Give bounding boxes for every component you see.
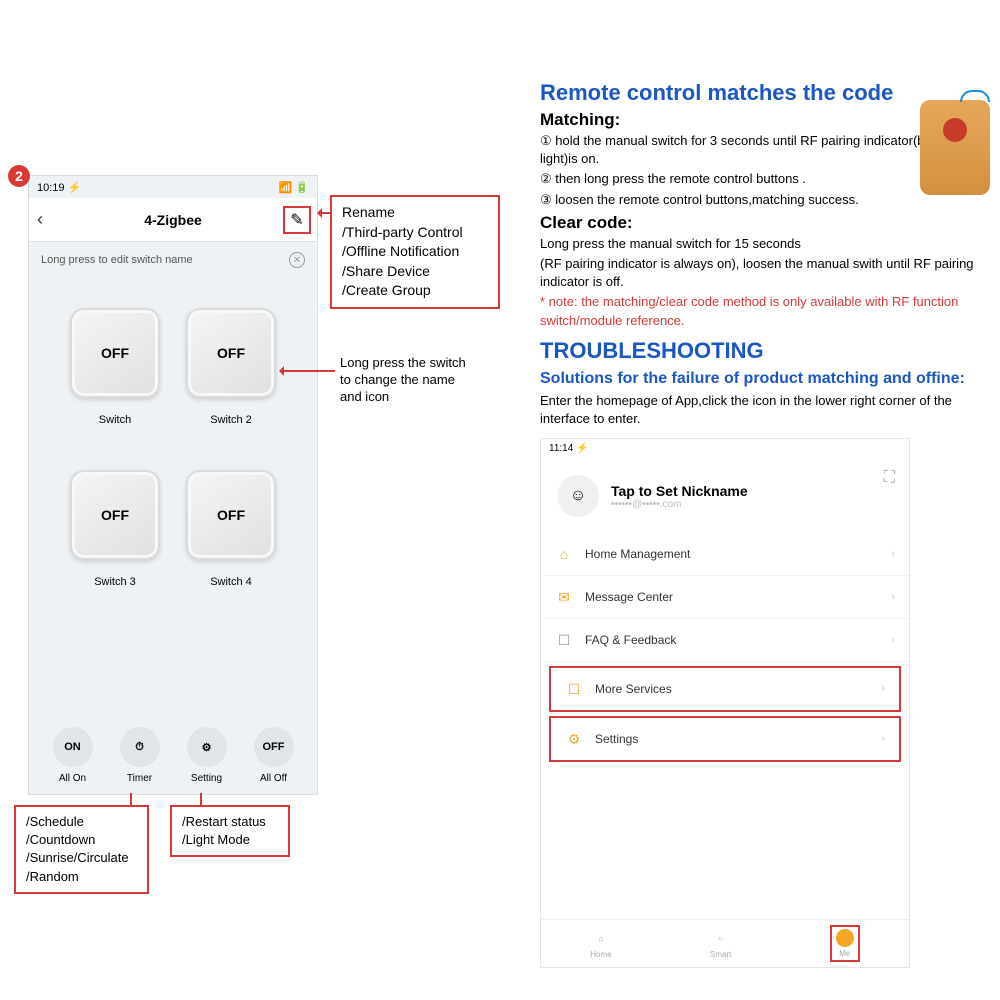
callout-pencil: Rename /Third-party Control /Offline Not…: [330, 195, 500, 309]
all-off-icon: OFF: [254, 727, 294, 767]
back-icon[interactable]: ‹: [37, 209, 43, 230]
note-text: * note: the matching/clear code method i…: [540, 293, 980, 329]
switch-3-label: Switch 3: [94, 572, 136, 588]
switch-1-label: Switch: [99, 410, 131, 426]
setting-icon: ⚙: [187, 727, 227, 767]
all-off-action[interactable]: OFF All Off: [254, 727, 294, 784]
menu-item-label: Settings: [595, 732, 638, 746]
chevron-right-icon: ›: [881, 683, 885, 695]
setting-action[interactable]: ⚙ Setting: [187, 727, 227, 784]
nickname-label: Tap to Set Nickname: [611, 483, 748, 499]
timer-icon: ⏱: [120, 727, 160, 767]
me-icon: [836, 929, 854, 947]
switch-3-button[interactable]: OFF: [70, 470, 160, 560]
matching-step-3: ③ loosen the remote control buttons,matc…: [540, 191, 980, 209]
arrow-switch: [280, 370, 335, 372]
clear-line-2: (RF pairing indicator is always on), loo…: [540, 255, 980, 291]
all-off-label: All Off: [260, 773, 287, 784]
matching-heading: Matching:: [540, 110, 980, 130]
phone-mockup-1: 10:19 ⚡ 📶 🔋 ‹ 4-Zigbee ✎ Long press to e…: [28, 175, 318, 795]
bottom-actions: ON All On ⏱ Timer ⚙ Setting OFF All Off: [29, 727, 317, 784]
menu-item-icon: ☐: [555, 631, 573, 649]
close-icon[interactable]: ✕: [289, 252, 305, 268]
switch-4-button[interactable]: OFF: [186, 470, 276, 560]
chevron-right-icon: ›: [881, 733, 885, 745]
email-label: ••••••@•••••.com: [611, 499, 748, 510]
menu-item-icon: ✉: [555, 588, 573, 606]
all-on-icon: ON: [53, 727, 93, 767]
scan-icon[interactable]: ⛶: [884, 469, 895, 487]
menu-item-0[interactable]: ⌂ Home Management ›: [541, 533, 909, 576]
timer-label: Timer: [127, 773, 152, 784]
callout-timer: /Schedule /Countdown /Sunrise/Circulate …: [14, 805, 149, 894]
phone-subheader: Long press to edit switch name ✕: [29, 242, 317, 278]
phone-header: ‹ 4-Zigbee ✎: [29, 198, 317, 242]
setting-label: Setting: [191, 773, 222, 784]
menu-item-label: More Services: [595, 682, 672, 696]
left-column: 2 10:19 ⚡ 📶 🔋 ‹ 4-Zigbee ✎ Long press to…: [0, 80, 520, 968]
troubleshoot-sub: Solutions for the failure of product mat…: [540, 368, 980, 390]
menu-item-icon: ⚙: [565, 730, 583, 748]
tab-me[interactable]: Me: [830, 925, 860, 962]
troubleshoot-body: Enter the homepage of App,click the icon…: [540, 392, 980, 428]
menu-list: ⌂ Home Management › ✉ Message Center › ☐ FAQ & …: [541, 533, 909, 762]
phone-mockup-2: 11:14 ⚡ ⛶ ☺ Tap to Set Nickname ••••••@•…: [540, 438, 910, 968]
phone-title: 4-Zigbee: [29, 212, 317, 228]
remote-title: Remote control matches the code: [540, 80, 980, 106]
menu-item-icon: ⌂: [555, 545, 573, 563]
home-icon: ⌂: [591, 928, 611, 948]
avatar-icon: ☺: [557, 475, 599, 517]
clear-heading: Clear code:: [540, 213, 980, 233]
smart-icon: ○: [711, 928, 731, 948]
page-container: 2 10:19 ⚡ 📶 🔋 ‹ 4-Zigbee ✎ Long press to…: [0, 0, 1000, 968]
menu-item-label: FAQ & Feedback: [585, 633, 676, 647]
remote-image: [920, 100, 990, 195]
switch-2-button[interactable]: OFF: [186, 308, 276, 398]
pencil-icon: ✎: [290, 210, 303, 230]
menu-item-4[interactable]: ⚙ Settings ›: [549, 716, 901, 762]
menu-item-2[interactable]: ☐ FAQ & Feedback ›: [541, 619, 909, 662]
profile-row[interactable]: ☺ Tap to Set Nickname ••••••@•••••.com: [541, 459, 909, 533]
switch-4-label: Switch 4: [210, 572, 252, 588]
line-timer: [130, 793, 132, 807]
switch-1-button[interactable]: OFF: [70, 308, 160, 398]
subheader-text: Long press to edit switch name: [41, 254, 193, 266]
matching-step-2: ② then long press the remote control but…: [540, 170, 980, 188]
matching-step-1: ① hold the manual switch for 3 seconds u…: [540, 132, 980, 168]
p2-status-bar: 11:14 ⚡: [541, 439, 909, 459]
tab-home[interactable]: ⌂ Home: [590, 928, 611, 959]
edit-button[interactable]: ✎: [283, 206, 311, 234]
all-on-action[interactable]: ON All On: [53, 727, 93, 784]
status-time: 10:19 ⚡: [37, 181, 81, 194]
clear-line-1: Long press the manual switch for 15 seco…: [540, 235, 980, 253]
callout-switch-note: Long press the switch to change the name…: [340, 355, 466, 406]
arrow-pencil: [318, 212, 332, 214]
status-icons: 📶 🔋: [279, 181, 309, 194]
switch-2-label: Switch 2: [210, 410, 252, 426]
switch-grid: OFF OFF Switch Switch 2 OFF OFF Switch 3…: [29, 278, 317, 598]
step-badge: 2: [8, 165, 30, 187]
menu-item-label: Message Center: [585, 590, 673, 604]
menu-item-icon: ☐: [565, 680, 583, 698]
tab-bar: ⌂ Home ○ Smart Me: [541, 919, 909, 967]
menu-item-label: Home Management: [585, 547, 690, 561]
chevron-right-icon: ›: [891, 634, 895, 646]
status-bar: 10:19 ⚡ 📶 🔋: [29, 176, 317, 198]
menu-item-1[interactable]: ✉ Message Center ›: [541, 576, 909, 619]
tab-smart[interactable]: ○ Smart: [710, 928, 731, 959]
chevron-right-icon: ›: [891, 591, 895, 603]
right-column: Remote control matches the code Matching…: [520, 80, 980, 968]
all-on-label: All On: [59, 773, 86, 784]
line-setting: [200, 793, 202, 807]
troubleshoot-heading: TROUBLESHOOTING: [540, 338, 980, 364]
timer-action[interactable]: ⏱ Timer: [120, 727, 160, 784]
callout-setting: /Restart status /Light Mode: [170, 805, 290, 857]
menu-item-3[interactable]: ☐ More Services ›: [549, 666, 901, 712]
chevron-right-icon: ›: [891, 548, 895, 560]
